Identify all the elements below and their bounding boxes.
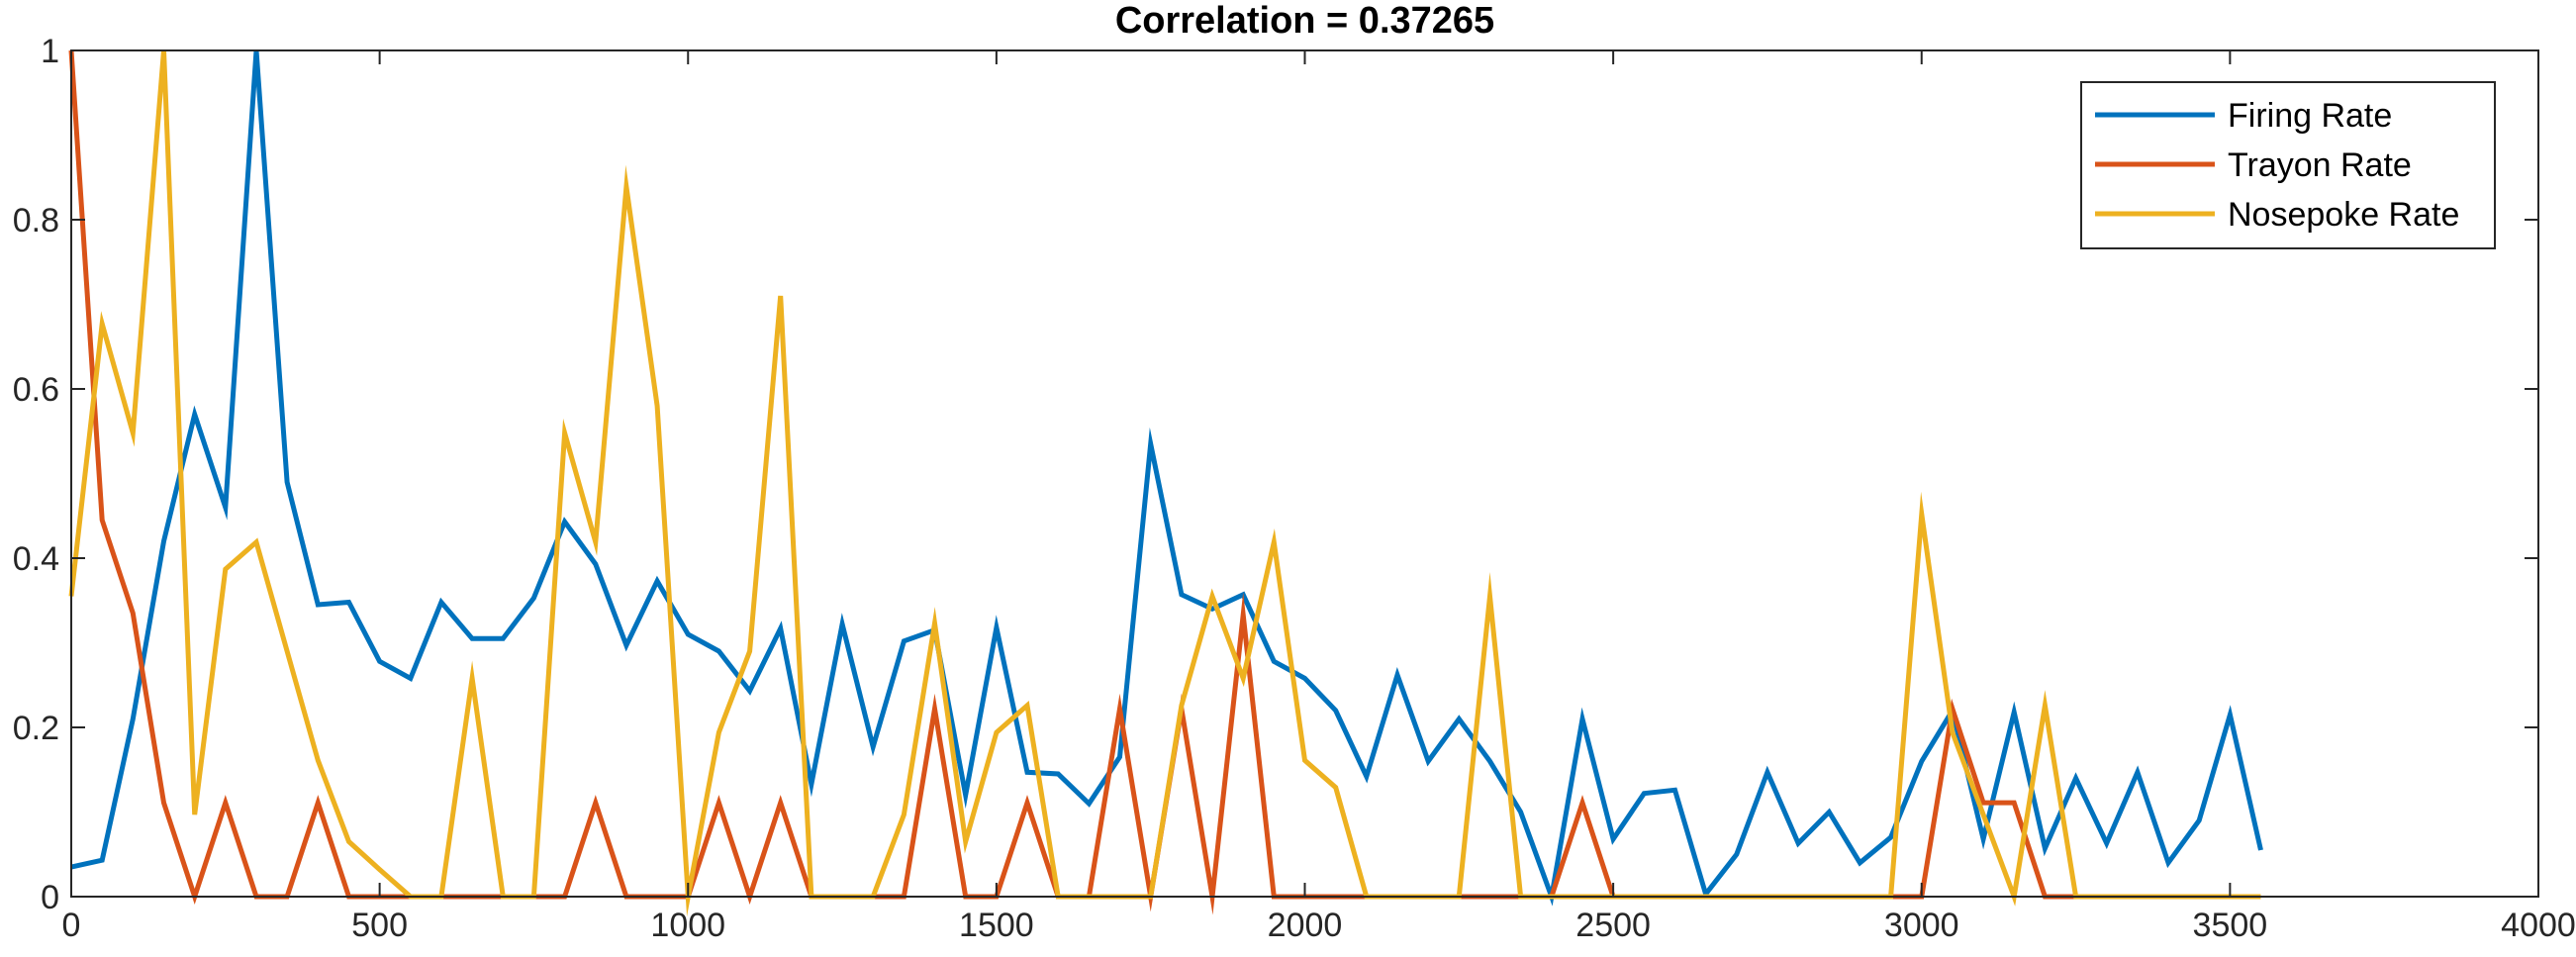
y-tick-label: 0.2 (13, 710, 59, 747)
x-tick-label: 2500 (1575, 907, 1651, 944)
x-tick-label: 3500 (2193, 907, 2268, 944)
legend: Firing Rate Trayon Rate Nosepoke Rate (2080, 81, 2496, 249)
x-tick-label: 0 (62, 907, 81, 944)
legend-label: Trayon Rate (2228, 146, 2412, 184)
y-tick-label: 0 (41, 879, 59, 916)
axes: 0 500 1000 1500 2000 2500 3000 3500 4000 0 0.2 0.4 0… (13, 33, 2576, 944)
x-tick-label: 1000 (650, 907, 725, 944)
x-tick-label: 500 (351, 907, 408, 944)
legend-label: Firing Rate (2228, 97, 2392, 135)
y-tick-label: 0.4 (13, 540, 59, 578)
x-tick-label: 2000 (1268, 907, 1343, 944)
x-tick-label: 4000 (2501, 907, 2576, 944)
y-tick-label: 0.8 (13, 202, 59, 239)
chart-title: Correlation = 0.37265 (1115, 0, 1494, 42)
x-tick-label: 1500 (959, 907, 1034, 944)
y-tick-label: 1 (41, 33, 59, 70)
x-tick-label: 3000 (1884, 907, 1959, 944)
y-tick-label: 0.6 (13, 371, 59, 409)
legend-label: Nosepoke Rate (2228, 196, 2459, 234)
